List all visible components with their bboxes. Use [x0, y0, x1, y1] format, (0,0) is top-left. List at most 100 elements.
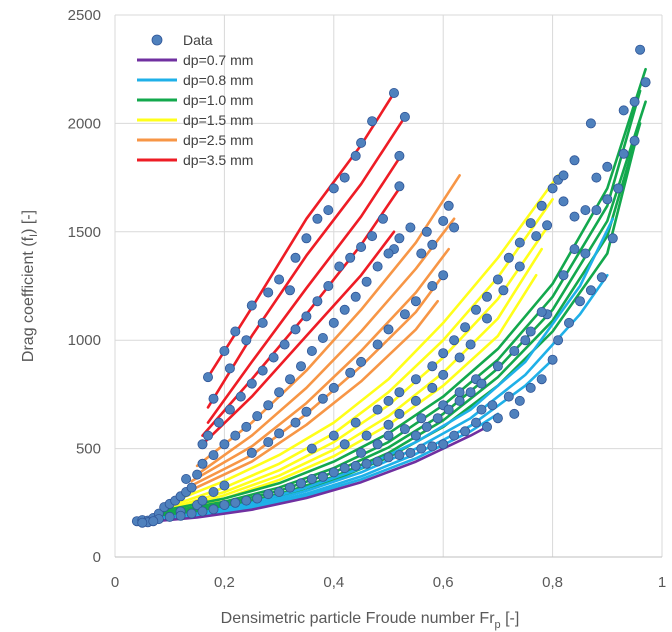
tick-labels: 0 0,2 0,4 0,6 0,8 1 0 500 1000 1500 2000 2500 [68, 7, 667, 591]
data-point [219, 439, 230, 450]
data-point [383, 248, 394, 259]
series-line-dp-2-5-mm-2 [190, 247, 450, 483]
data-point [531, 231, 542, 242]
data-point [219, 499, 230, 510]
data-point [399, 111, 410, 122]
data-point [361, 276, 372, 287]
data-point [492, 413, 503, 424]
legend-label-dp-1-5-mm: dp=1.5 mm [183, 112, 253, 128]
data-point [252, 493, 263, 504]
data-point [290, 417, 301, 428]
data-point [585, 118, 596, 129]
data-point [569, 244, 580, 255]
y-tick-label: 2500 [68, 7, 101, 24]
data-point [301, 406, 312, 417]
series-line-dp-2-5-mm-4 [190, 299, 439, 492]
data-point [328, 430, 339, 441]
legend-marker-data [151, 34, 163, 46]
data-point [181, 473, 192, 484]
data-point [345, 367, 356, 378]
data-point [618, 105, 629, 116]
data-point [213, 417, 224, 428]
data-point [312, 213, 323, 224]
data-point [290, 324, 301, 335]
data-point [339, 304, 350, 315]
data-point [438, 215, 449, 226]
series-line-dp-1-5-mm-1 [168, 198, 554, 508]
legend-label-dp-1-0-mm: dp=1.0 mm [183, 92, 253, 108]
data-point [356, 137, 367, 148]
data-point [257, 317, 268, 328]
data-point [503, 252, 514, 263]
data-point [394, 233, 405, 244]
series-line-dp-1-5-mm-2 [168, 226, 549, 510]
data-point [328, 382, 339, 393]
data-point [525, 382, 536, 393]
data-point [481, 421, 492, 432]
series-line-dp-3-5-mm-1 [206, 115, 407, 409]
legend-label-dp-2-5-mm: dp=2.5 mm [183, 132, 253, 148]
data-point [454, 387, 465, 398]
data-point [454, 395, 465, 406]
data-point [481, 291, 492, 302]
data-point [241, 495, 252, 506]
data-point [580, 248, 591, 259]
data-point [416, 413, 427, 424]
series-line-dp-0-7-mm-0 [141, 425, 489, 524]
data-point [416, 443, 427, 454]
data-point [487, 400, 498, 411]
data-point [372, 404, 383, 415]
data-point [607, 233, 618, 244]
x-tick-label: 1 [658, 574, 666, 591]
data-point [514, 395, 525, 406]
y-axis-title-sub: I [28, 234, 40, 237]
data-point [372, 339, 383, 350]
data-point [438, 369, 449, 380]
data-point [230, 430, 241, 441]
data-point [350, 291, 361, 302]
data-point [219, 480, 230, 491]
data-point [263, 400, 274, 411]
data-point [274, 486, 285, 497]
data-point [553, 335, 564, 346]
legend-label-dp-0-7-mm: dp=0.7 mm [183, 52, 253, 68]
data-point [427, 361, 438, 372]
data-point [449, 222, 460, 233]
data-point [591, 205, 602, 216]
data-point [328, 183, 339, 194]
data-point [230, 497, 241, 508]
series-line-dp-1-5-mm-3 [168, 247, 543, 512]
data-point [492, 274, 503, 285]
data-point [514, 237, 525, 248]
data-point [421, 421, 432, 432]
data-point [580, 205, 591, 216]
y-axis-title: Drag coefficient (fI) [-] [20, 210, 40, 362]
data-point [383, 452, 394, 463]
data-point [175, 510, 186, 521]
data-point [536, 200, 547, 211]
data-point [295, 361, 306, 372]
data-point [520, 335, 531, 346]
data-point [421, 226, 432, 237]
data-point [503, 391, 514, 402]
data-point [361, 458, 372, 469]
data-point [328, 317, 339, 328]
data-point [345, 252, 356, 263]
data-point [208, 486, 219, 497]
data-point [438, 270, 449, 281]
x-axis-title-suffix: [-] [501, 610, 520, 627]
data-point [274, 274, 285, 285]
data-point [405, 447, 416, 458]
data-point [569, 155, 580, 166]
data-point [317, 393, 328, 404]
data-point [438, 348, 449, 359]
data-point [186, 482, 197, 493]
data-point [635, 44, 646, 55]
data-point [492, 361, 503, 372]
data-point [460, 322, 471, 333]
data-point [197, 458, 208, 469]
data-point [449, 430, 460, 441]
data-point [394, 181, 405, 192]
data-point [186, 508, 197, 519]
data-point [274, 387, 285, 398]
